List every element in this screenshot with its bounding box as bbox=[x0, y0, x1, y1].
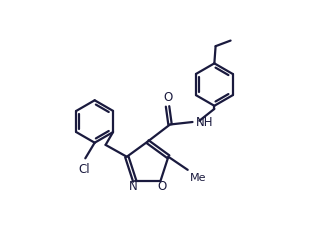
Text: N: N bbox=[129, 179, 138, 192]
Text: Cl: Cl bbox=[78, 162, 90, 175]
Text: O: O bbox=[163, 90, 172, 103]
Text: NH: NH bbox=[196, 116, 213, 129]
Text: O: O bbox=[157, 179, 166, 192]
Text: Me: Me bbox=[190, 172, 206, 182]
